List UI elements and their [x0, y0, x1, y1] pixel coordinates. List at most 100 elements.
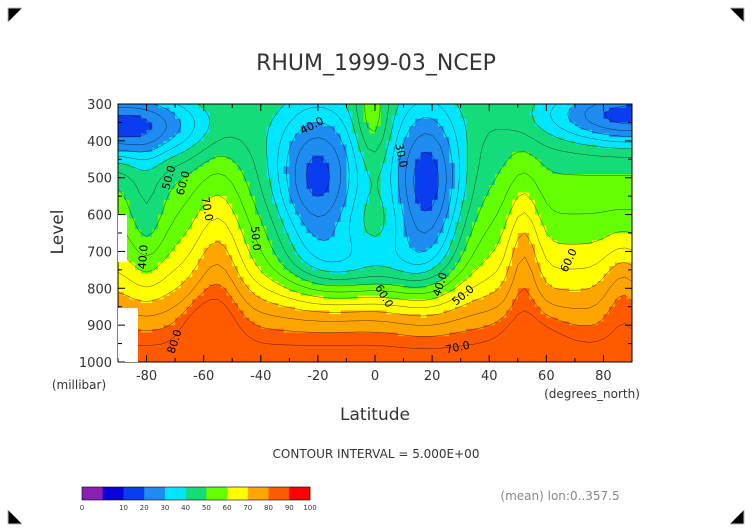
field-cell [220, 225, 228, 230]
field-cell [500, 347, 507, 352]
field-cell [197, 207, 205, 212]
field-cell [289, 137, 296, 142]
field-cell [477, 192, 485, 197]
field-cell [266, 170, 273, 175]
field-cell [283, 126, 290, 131]
field-cell [312, 284, 319, 289]
field-cell [197, 244, 205, 249]
field-cell [180, 111, 188, 116]
field-cell [146, 255, 153, 260]
field-cell [220, 273, 228, 278]
field-cell [169, 210, 176, 216]
field-cell [249, 280, 256, 286]
field-cell [146, 299, 153, 304]
field-cell [243, 214, 250, 219]
field-cell [335, 350, 342, 356]
field-cell [352, 336, 359, 341]
field-cell [266, 258, 273, 264]
field-cell [335, 347, 342, 352]
field-cell [152, 210, 159, 216]
field-cell [300, 144, 308, 149]
field-cell [157, 236, 165, 241]
field-cell [397, 273, 405, 278]
field-cell [237, 155, 245, 160]
field-cell [392, 181, 399, 186]
field-cell [169, 192, 176, 197]
field-cell [215, 269, 222, 275]
field-cell [483, 262, 490, 267]
field-cell [517, 185, 525, 190]
field-cell [289, 166, 296, 171]
field-cell [403, 199, 410, 205]
field-cell [243, 321, 250, 326]
field-cell [483, 325, 490, 330]
field-cell [352, 207, 359, 212]
field-cell [477, 188, 485, 194]
field-cell [146, 115, 153, 120]
field-cell [163, 196, 170, 201]
field-cell [397, 137, 405, 142]
field-cell [283, 310, 290, 315]
field-cell [226, 140, 233, 146]
field-cell [266, 151, 273, 157]
field-cell [489, 166, 496, 171]
field-cell [477, 288, 485, 293]
field-cell [300, 255, 308, 260]
field-cell [289, 332, 296, 337]
field-cell [226, 210, 233, 216]
field-cell [517, 196, 525, 201]
field-cell [409, 188, 416, 194]
field-cell [312, 358, 319, 362]
field-cell [232, 166, 239, 171]
field-cell [426, 255, 433, 260]
field-cell [386, 122, 393, 127]
field-cell [232, 148, 239, 153]
field-cell [312, 166, 319, 171]
field-cell [203, 332, 210, 337]
field-cell [317, 233, 325, 238]
field-cell [169, 251, 176, 256]
field-cell [140, 126, 148, 131]
field-cell [414, 358, 422, 362]
field-cell [169, 148, 176, 153]
field-cell [237, 151, 245, 157]
field-cell [335, 306, 342, 311]
field-cell [220, 104, 228, 109]
field-cell [306, 332, 313, 337]
field-cell [163, 291, 170, 297]
field-cell [437, 126, 445, 131]
field-cell [386, 280, 393, 286]
field-cell [312, 350, 319, 356]
field-cell [403, 115, 410, 120]
field-cell [363, 162, 370, 168]
field-cell [397, 207, 405, 212]
field-cell [226, 358, 233, 362]
field-cell [380, 251, 388, 256]
field-cell [220, 122, 228, 127]
field-cell [460, 122, 467, 127]
field-cell [312, 291, 319, 297]
field-cell [369, 104, 376, 109]
field-cell [249, 137, 256, 142]
field-cell [489, 258, 496, 264]
field-cell [180, 358, 188, 362]
field-cell [363, 192, 370, 197]
field-cell [215, 115, 222, 120]
field-cell [277, 192, 285, 197]
field-cell [295, 236, 302, 241]
field-cell [123, 185, 131, 190]
field-cell [169, 336, 176, 341]
field-cell [432, 111, 439, 116]
field-cell [283, 244, 290, 249]
field-cell [192, 354, 199, 359]
field-cell [129, 236, 136, 241]
field-cell [420, 291, 427, 297]
field-cell [500, 247, 507, 253]
field-cell [260, 174, 268, 179]
field-cell [152, 325, 159, 330]
field-cell [317, 192, 325, 197]
field-cell [175, 280, 182, 286]
field-cell [352, 148, 359, 153]
field-cell [135, 129, 142, 135]
field-cell [186, 269, 193, 275]
